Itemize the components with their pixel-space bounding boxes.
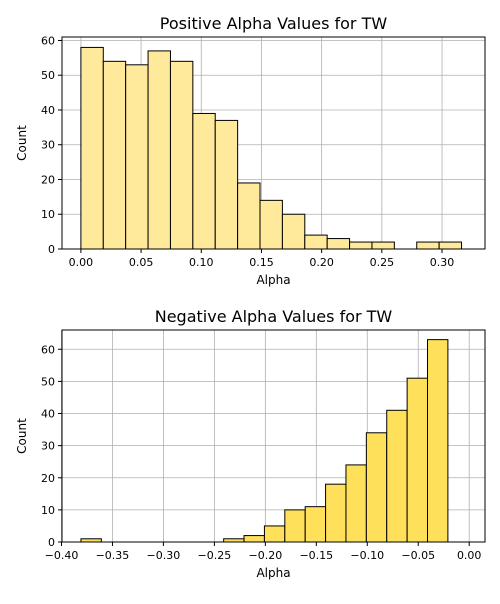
x-axis-label: Alpha bbox=[256, 273, 290, 287]
x-tick-label: −0.35 bbox=[96, 549, 130, 562]
x-tick-label: −0.20 bbox=[248, 549, 282, 562]
x-tick-label: 0.00 bbox=[457, 549, 482, 562]
x-ticks: −0.40 −0.35 −0.30 −0.25 −0.20 −0.15 −0.10 −0.05… bbox=[45, 542, 482, 562]
histogram-bar bbox=[169, 60, 194, 250]
histogram-bar bbox=[349, 241, 373, 250]
histogram-bar bbox=[147, 50, 171, 250]
y-tick-label: 40 bbox=[41, 104, 55, 117]
x-tick-label: 0.05 bbox=[129, 256, 154, 269]
x-tick-label: 0.00 bbox=[69, 256, 94, 269]
x-axis-label: Alpha bbox=[256, 566, 290, 580]
y-tick-label: 0 bbox=[48, 243, 55, 256]
bars bbox=[80, 46, 463, 250]
histogram-bar bbox=[371, 241, 395, 250]
histogram-bar bbox=[386, 409, 408, 543]
histogram-bar bbox=[416, 241, 440, 250]
histogram-bar bbox=[326, 238, 351, 250]
histogram-bar bbox=[325, 483, 347, 543]
histogram-bar bbox=[192, 112, 216, 250]
y-tick-label: 60 bbox=[41, 343, 55, 356]
histogram-bar bbox=[102, 60, 127, 250]
x-tick-label: −0.10 bbox=[350, 549, 384, 562]
chart-title: Negative Alpha Values for TW bbox=[155, 307, 393, 326]
y-axis-label: Count bbox=[15, 418, 29, 454]
bars bbox=[80, 339, 449, 543]
histogram-bar bbox=[214, 119, 239, 250]
x-tick-label: 0.30 bbox=[430, 256, 455, 269]
y-tick-label: 0 bbox=[48, 536, 55, 549]
x-tick-label: −0.05 bbox=[401, 549, 435, 562]
histogram-bar bbox=[281, 213, 306, 250]
x-tick-label: 0.25 bbox=[370, 256, 395, 269]
x-tick-label: −0.30 bbox=[147, 549, 181, 562]
x-tick-label: −0.15 bbox=[299, 549, 333, 562]
x-ticks: 0.00 0.05 0.10 0.15 0.20 0.25 0.30 bbox=[69, 249, 455, 269]
x-tick-label: 0.10 bbox=[189, 256, 214, 269]
y-tick-label: 50 bbox=[41, 69, 55, 82]
plot-frame bbox=[61, 329, 486, 543]
histogram-bar bbox=[263, 525, 286, 543]
y-ticks: 0 10 20 30 40 50 60 bbox=[41, 343, 62, 549]
y-tick-label: 10 bbox=[41, 504, 55, 517]
chart-title: Positive Alpha Values for TW bbox=[160, 14, 388, 33]
y-tick-label: 50 bbox=[41, 375, 55, 388]
histogram-bar bbox=[345, 464, 367, 543]
y-tick-label: 20 bbox=[41, 472, 55, 485]
histogram-bar bbox=[365, 432, 388, 543]
histogram-bar bbox=[304, 234, 328, 250]
y-tick-label: 10 bbox=[41, 208, 55, 221]
histogram-bar bbox=[237, 182, 261, 250]
histogram-bar bbox=[125, 64, 149, 250]
y-ticks: 0 10 20 30 40 50 60 bbox=[41, 34, 62, 256]
x-tick-label: 0.20 bbox=[309, 256, 334, 269]
y-tick-label: 60 bbox=[41, 34, 55, 47]
y-tick-label: 40 bbox=[41, 408, 55, 421]
y-tick-label: 30 bbox=[41, 440, 55, 453]
histogram-bar bbox=[259, 199, 283, 250]
histogram-bar bbox=[284, 509, 306, 543]
histogram-bar bbox=[406, 377, 429, 543]
y-axis-label: Count bbox=[15, 125, 29, 161]
negative-alpha-histogram: −0.40 −0.35 −0.30 −0.25 −0.20 −0.15 −0.10 −0.05… bbox=[15, 307, 486, 580]
x-tick-label: −0.40 bbox=[45, 549, 79, 562]
y-tick-label: 30 bbox=[41, 139, 55, 152]
y-tick-label: 20 bbox=[41, 173, 55, 186]
positive-alpha-histogram: 0.00 0.05 0.10 0.15 0.20 0.25 0.30 0 10 20 30 40 50 6… bbox=[15, 14, 486, 287]
x-tick-label: 0.15 bbox=[249, 256, 274, 269]
plot-frame bbox=[61, 36, 486, 250]
x-tick-label: −0.25 bbox=[198, 549, 232, 562]
histogram-bar bbox=[304, 506, 327, 543]
histogram-bar bbox=[438, 241, 463, 250]
histogram-bar bbox=[243, 535, 265, 543]
histogram-bar bbox=[427, 339, 449, 543]
histogram-bar bbox=[80, 46, 104, 250]
